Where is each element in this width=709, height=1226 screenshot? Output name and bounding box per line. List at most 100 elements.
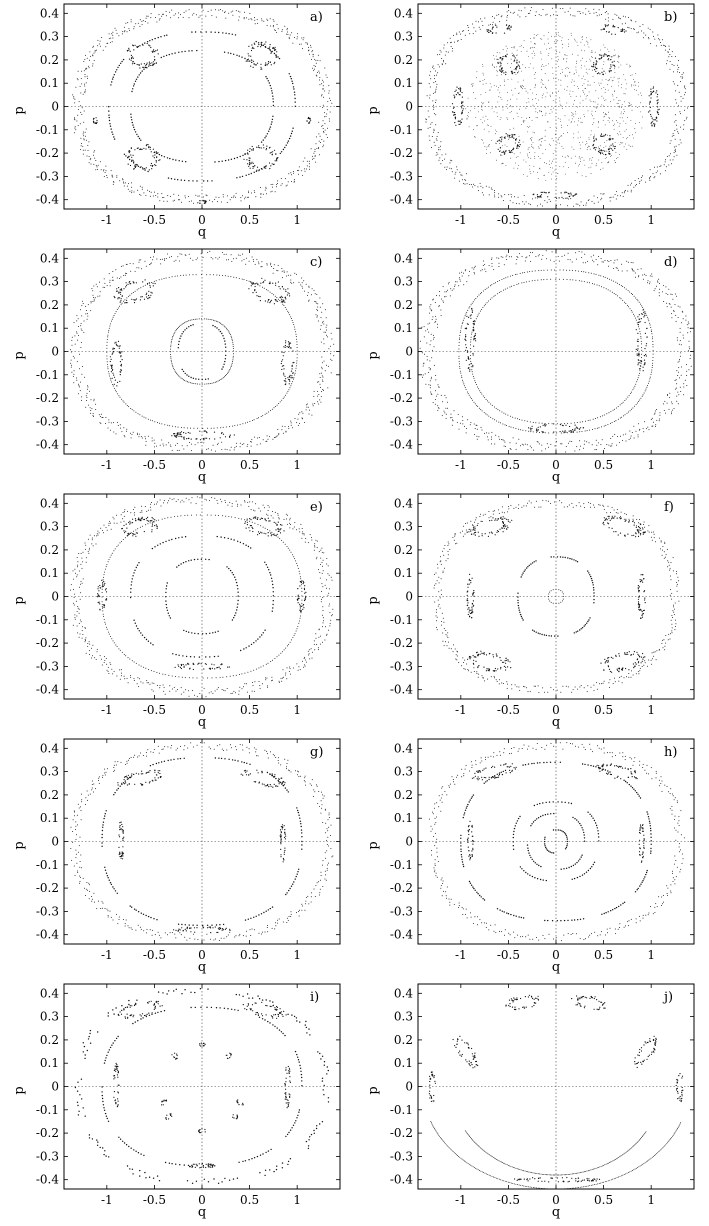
orbit-point (93, 52, 95, 54)
orbit-point (219, 274, 220, 276)
orbit-point (584, 440, 586, 442)
orbit-point (500, 69, 502, 71)
orbit-point (505, 133, 507, 135)
x-tick-label: 0.5 (594, 213, 613, 227)
orbit-point (474, 403, 476, 405)
orbit-point (103, 176, 105, 177)
orbit-point (188, 180, 190, 182)
orbit-point (298, 166, 300, 168)
orbit-point (649, 324, 651, 326)
orbit-point (539, 168, 541, 170)
orbit-point (466, 419, 468, 421)
orbit-point (176, 275, 178, 277)
orbit-point (438, 159, 440, 161)
orbit-point (181, 160, 184, 162)
orbit-point (269, 152, 271, 154)
orbit-point (289, 75, 292, 78)
orbit-point (301, 417, 303, 419)
orbit-point (459, 120, 461, 122)
orbit-point (194, 318, 196, 320)
orbit-point (430, 376, 432, 378)
orbit-point (308, 166, 310, 168)
orbit-point (506, 48, 508, 49)
orbit-point (322, 379, 324, 381)
orbit-point (570, 432, 572, 434)
orbit-point (287, 377, 289, 379)
orbit-point (251, 283, 253, 285)
orbit-point (223, 253, 225, 255)
orbit-point (663, 403, 664, 405)
orbit-point (638, 301, 640, 303)
orbit-point (504, 81, 505, 82)
orbit-point (655, 424, 657, 426)
orbit-point (234, 425, 236, 427)
orbit-point (215, 9, 216, 11)
orbit-point (640, 176, 642, 178)
orbit-point (559, 118, 561, 120)
orbit-point (612, 18, 614, 20)
orbit-point (130, 160, 133, 162)
orbit-point (501, 136, 503, 138)
orbit-point (549, 164, 550, 165)
orbit-point (260, 46, 262, 48)
orbit-point (657, 170, 659, 172)
orbit-point (433, 364, 435, 366)
y-axis-label: p (12, 351, 27, 359)
orbit-point (479, 28, 481, 30)
orbit-point (71, 339, 73, 341)
orbit-point (482, 25, 484, 26)
orbit-point (141, 70, 143, 72)
orbit-point (647, 282, 648, 284)
orbit-point (496, 14, 498, 16)
orbit-point (322, 107, 324, 109)
orbit-point (256, 295, 258, 297)
orbit-point (98, 43, 100, 45)
orbit-point (638, 276, 640, 278)
orbit-point (688, 369, 690, 371)
orbit-point (661, 39, 663, 41)
orbit-point (604, 142, 605, 144)
orbit-point (454, 177, 456, 179)
orbit-point (675, 321, 677, 322)
orbit-point (651, 331, 652, 332)
orbit-point (489, 83, 491, 85)
orbit-point (271, 92, 273, 94)
orbit-point (550, 95, 551, 97)
orbit-point (253, 190, 255, 192)
orbit-point (132, 61, 134, 63)
orbit-point (199, 430, 201, 432)
orbit-point (655, 45, 657, 47)
orbit-point (170, 446, 172, 447)
orbit-point (518, 9, 520, 11)
orbit-point (654, 412, 656, 414)
orbit-point (87, 77, 88, 79)
orbit-point (299, 412, 301, 414)
orbit-point (443, 61, 444, 63)
orbit-point (575, 95, 577, 97)
orbit-point (456, 86, 458, 88)
orbit-point (521, 443, 523, 445)
orbit-point (657, 109, 659, 111)
orbit-point (589, 58, 591, 60)
orbit-point (246, 196, 248, 198)
orbit-point (81, 70, 83, 72)
orbit-point (193, 319, 195, 320)
orbit-point (205, 201, 207, 203)
orbit-point (130, 57, 133, 59)
orbit-point (125, 403, 127, 405)
orbit-point (135, 78, 138, 81)
orbit-point (541, 191, 543, 193)
orbit-point (78, 385, 80, 387)
orbit-point (81, 399, 82, 401)
orbit-point (598, 97, 599, 99)
orbit-point (654, 166, 655, 168)
orbit-point (582, 99, 584, 101)
orbit-point (619, 100, 621, 101)
orbit-point (676, 370, 678, 372)
orbit-point (228, 259, 229, 261)
orbit-point (295, 370, 297, 372)
orbit-point (612, 435, 614, 437)
orbit-point (229, 426, 230, 428)
orbit-point (682, 97, 684, 99)
orbit-point (545, 65, 547, 66)
